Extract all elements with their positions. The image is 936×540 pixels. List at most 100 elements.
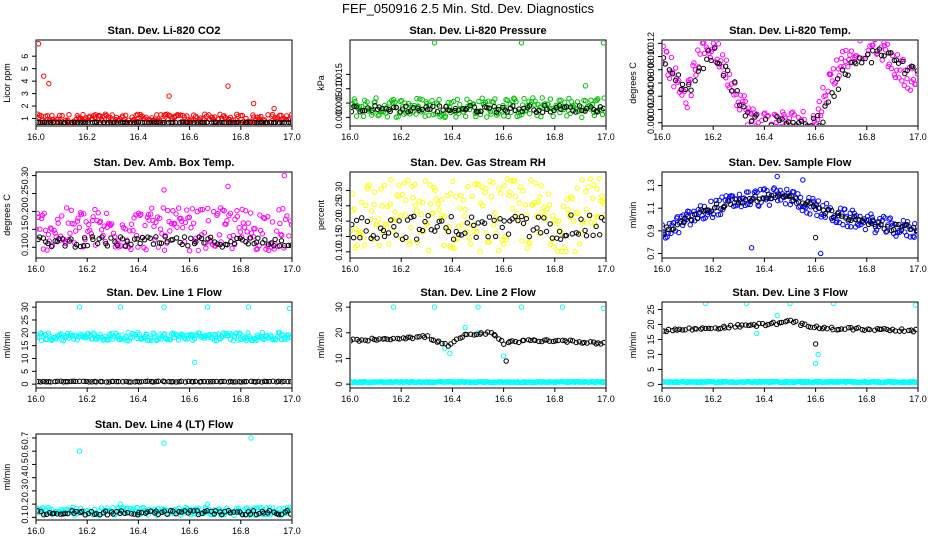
data-point [493, 106, 499, 113]
data-point [771, 127, 775, 131]
data-point [770, 378, 777, 385]
data-point [896, 221, 902, 228]
data-point [81, 235, 88, 241]
data-point [808, 123, 814, 125]
data-point [478, 330, 484, 336]
plot-frame [35, 301, 293, 389]
data-point [728, 193, 735, 199]
data-point [351, 208, 355, 214]
data-point [238, 113, 244, 119]
data-point [479, 184, 485, 190]
data-point [365, 105, 371, 111]
data-point [755, 378, 762, 385]
data-point [449, 178, 456, 185]
data-point [190, 379, 196, 385]
data-point [893, 221, 899, 228]
data-point [759, 379, 765, 385]
data-point [728, 88, 735, 94]
data-point [519, 111, 525, 118]
data-point [92, 112, 99, 118]
data-point [765, 113, 771, 119]
data-point [819, 211, 825, 217]
data-point [101, 223, 107, 229]
data-point [881, 41, 887, 46]
data-point [902, 379, 909, 385]
data-point [885, 222, 891, 228]
data-point [679, 379, 685, 385]
data-point [225, 83, 231, 89]
data-point [270, 508, 277, 515]
data-point [798, 118, 805, 125]
data-point [832, 212, 838, 219]
y-tick-label: 6 [20, 54, 30, 59]
data-point [831, 93, 837, 99]
data-point [208, 511, 214, 518]
data-point [530, 379, 537, 385]
data-point [842, 326, 848, 332]
data-point [559, 104, 566, 110]
data-point [149, 337, 155, 344]
data-point [426, 112, 432, 118]
data-point [472, 379, 479, 386]
data-point [870, 217, 876, 223]
data-point [171, 114, 178, 121]
data-point [776, 117, 782, 124]
data-point [392, 217, 399, 224]
data-point [884, 378, 890, 385]
data-point [165, 119, 172, 125]
data-point [271, 105, 277, 112]
data-point [276, 330, 283, 336]
data-point [395, 193, 402, 200]
data-point [526, 379, 533, 385]
data-point [174, 332, 181, 339]
data-point [594, 97, 600, 103]
data-point [250, 234, 256, 240]
data-point [738, 379, 745, 385]
data-point [760, 195, 766, 201]
data-point [236, 331, 242, 337]
data-point [91, 506, 98, 513]
x-tick-label: 17.0 [597, 264, 615, 274]
data-point [825, 379, 831, 385]
data-point [257, 227, 264, 234]
data-point [81, 334, 87, 341]
data-point [747, 110, 753, 116]
data-point [392, 378, 399, 385]
data-point [138, 114, 144, 120]
data-point [288, 378, 291, 385]
data-point [514, 113, 520, 120]
data-point [810, 198, 817, 205]
data-point [275, 121, 282, 125]
data-point [90, 214, 96, 220]
data-point [431, 304, 438, 310]
data-point [54, 511, 60, 517]
data-point [719, 194, 725, 200]
data-point [101, 113, 107, 119]
data-point [221, 113, 227, 119]
data-point [93, 379, 99, 385]
x-tick-label: 16.0 [27, 264, 45, 274]
data-point [899, 379, 906, 385]
data-point [423, 104, 429, 110]
data-point [219, 119, 225, 125]
data-point [374, 107, 381, 113]
data-point [78, 505, 84, 512]
data-point [462, 206, 469, 213]
data-point [39, 505, 45, 511]
data-point [37, 234, 43, 240]
data-point [500, 379, 506, 386]
data-point [519, 108, 525, 115]
data-point [159, 509, 165, 515]
data-point [413, 236, 420, 242]
data-point [185, 378, 192, 385]
data-point [546, 379, 552, 385]
data-point [285, 116, 291, 122]
data-point [520, 337, 526, 344]
data-point [691, 208, 697, 214]
data-point [52, 238, 58, 244]
data-point [843, 47, 849, 54]
data-point [429, 211, 435, 217]
data-point [870, 379, 876, 385]
data-point [124, 119, 130, 125]
data-point [777, 187, 783, 193]
